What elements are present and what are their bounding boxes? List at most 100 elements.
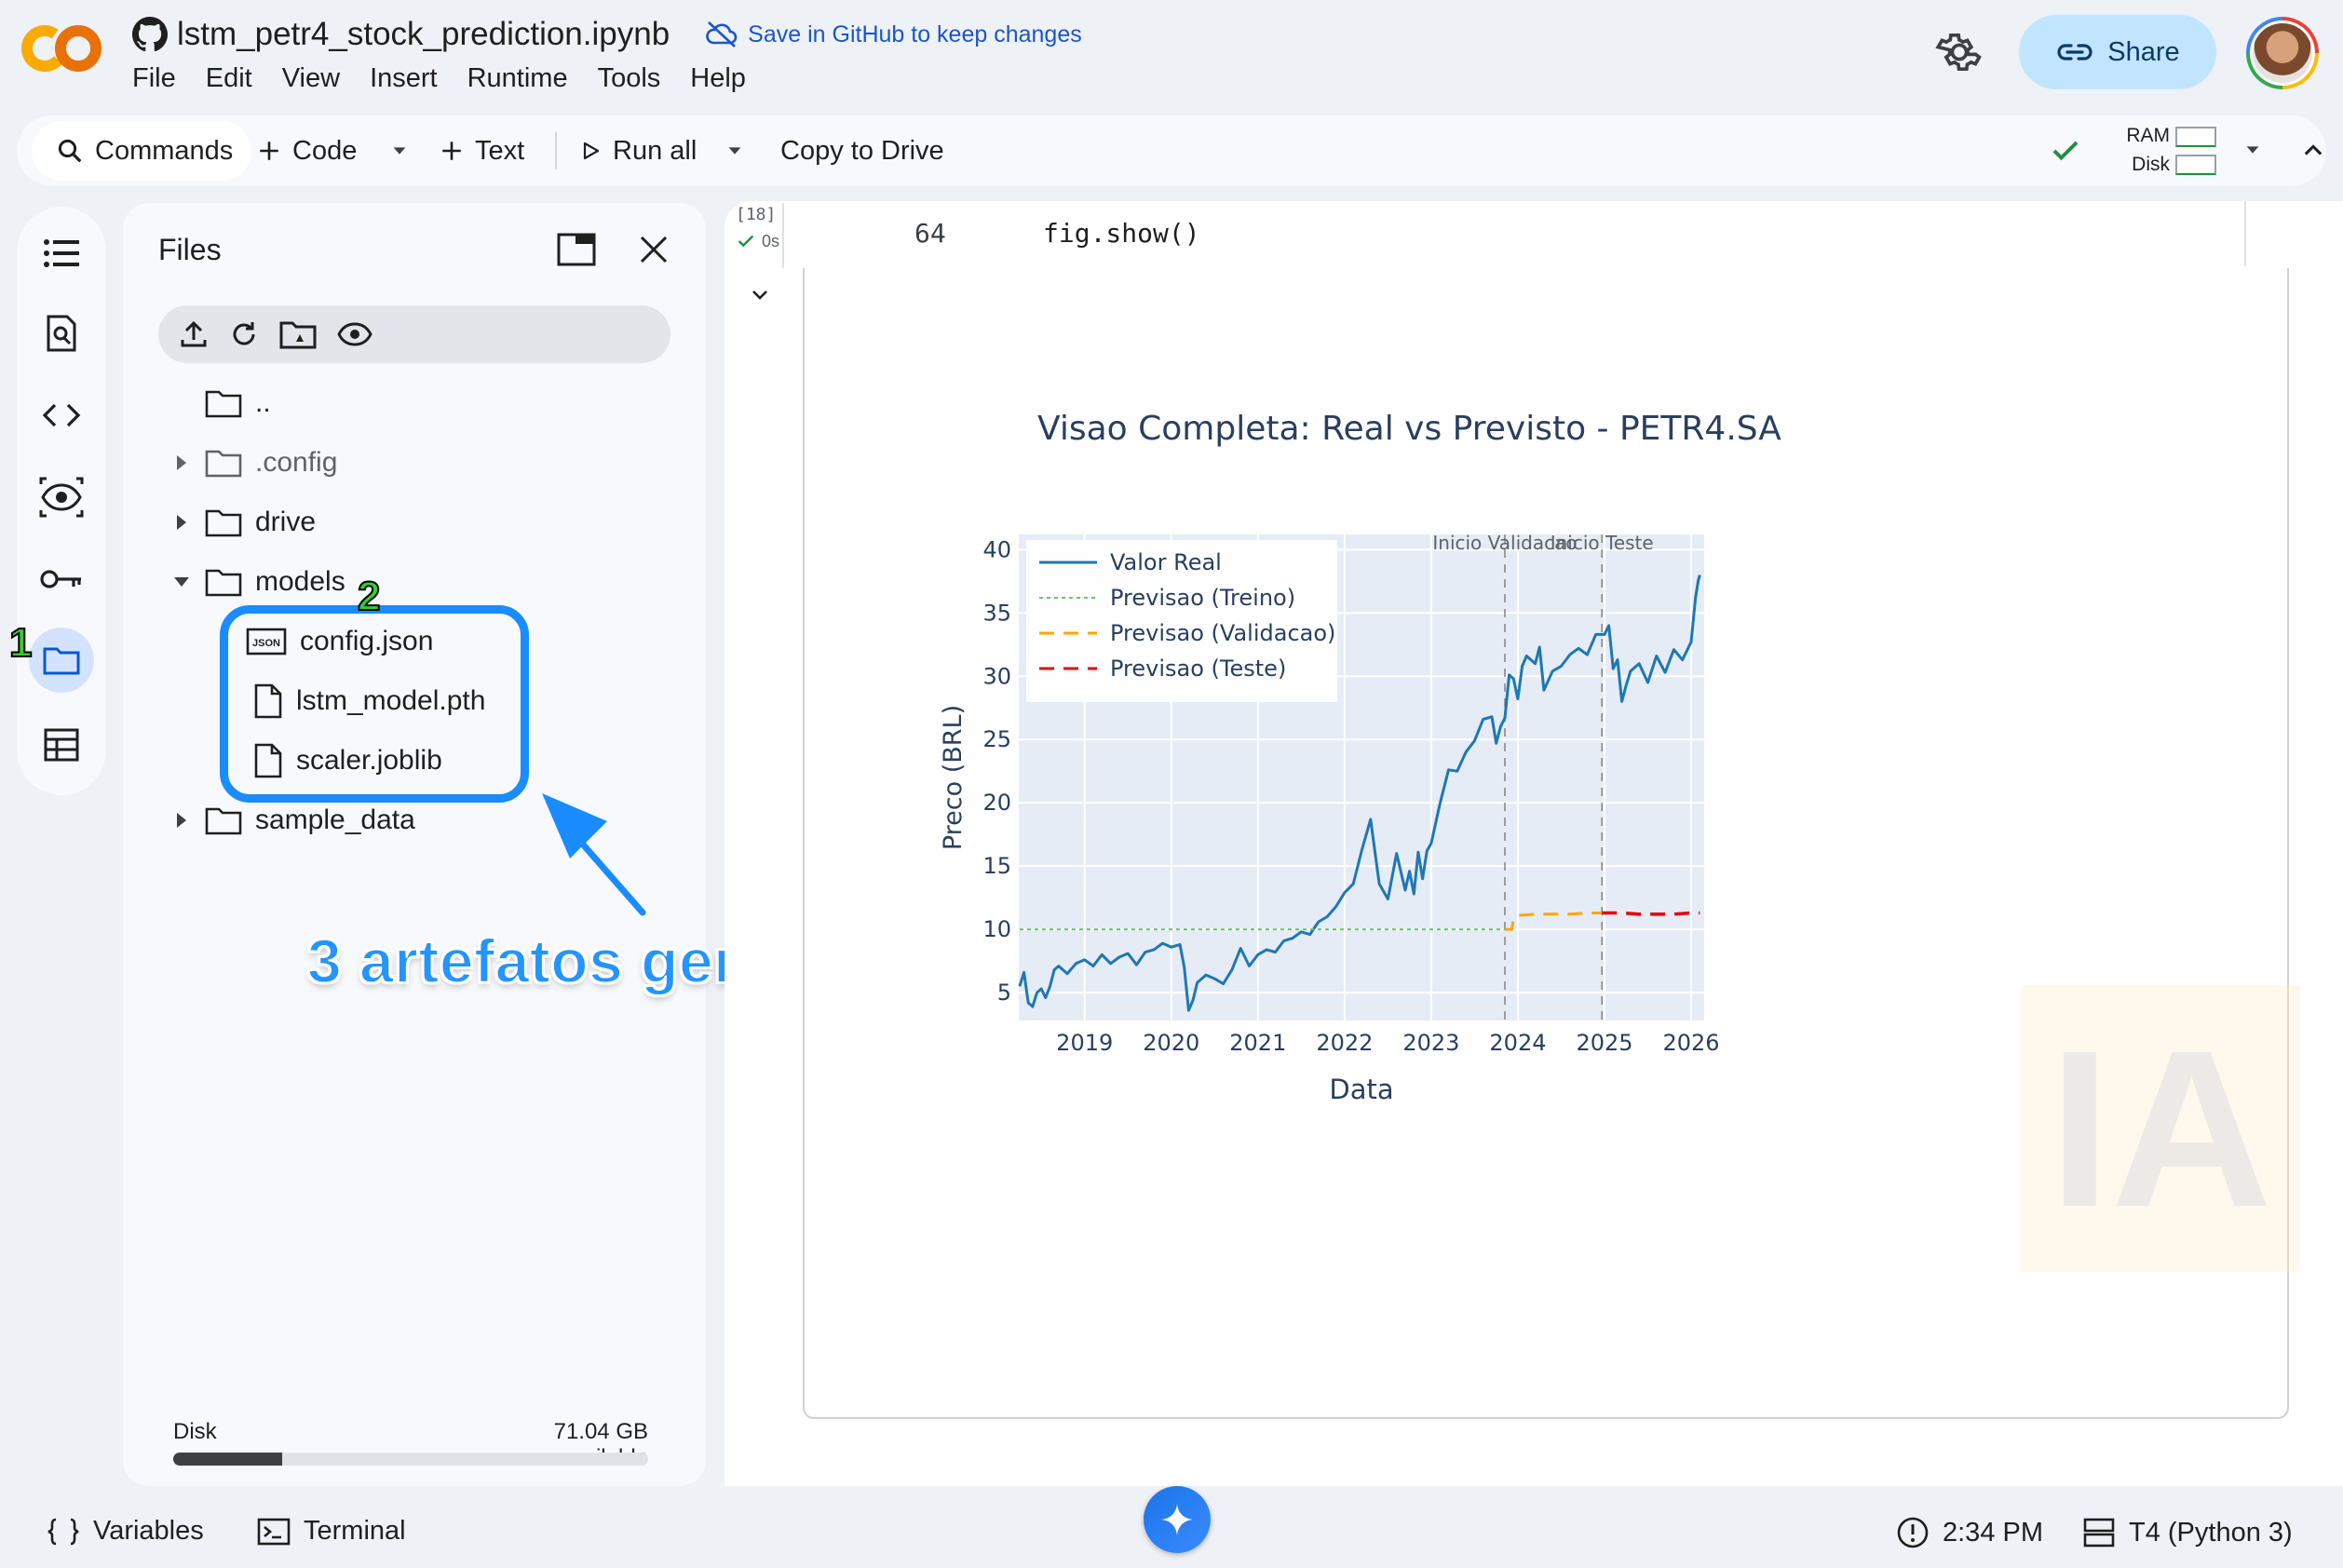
- caret-right-icon[interactable]: [168, 453, 196, 472]
- file-icon: [254, 683, 282, 719]
- tree-item-sample-data[interactable]: sample_data: [168, 797, 415, 844]
- tree-item-parent[interactable]: ..: [168, 380, 271, 426]
- find-in-page-icon: [47, 315, 76, 352]
- menu-runtime[interactable]: Runtime: [467, 63, 568, 93]
- open-in-tab-icon[interactable]: [557, 233, 596, 266]
- caret-down-icon[interactable]: [168, 574, 196, 589]
- variable-inspector-button[interactable]: [34, 469, 89, 525]
- folder-icon: [205, 450, 242, 478]
- annotation-arrow-icon: [542, 793, 646, 916]
- cell-run-status[interactable]: 0s: [736, 231, 779, 251]
- share-button[interactable]: Share: [2019, 15, 2216, 89]
- copy-to-drive-button[interactable]: Copy to Drive: [780, 121, 944, 181]
- code-snippets-button[interactable]: [34, 387, 89, 443]
- add-text-label: Text: [475, 135, 525, 166]
- folder-icon: [205, 509, 242, 537]
- caret-right-icon[interactable]: [168, 811, 196, 830]
- files-action-bar: [158, 305, 670, 363]
- editor-scrollbar[interactable]: [2244, 201, 2246, 266]
- x-tick-label: 2019: [1056, 1030, 1113, 1056]
- colab-logo[interactable]: [20, 22, 104, 74]
- chevron-down-icon[interactable]: [749, 283, 771, 305]
- ram-bar: [2175, 127, 2216, 147]
- ram-label: RAM: [2126, 125, 2170, 146]
- execution-time[interactable]: 2:34 PM: [1896, 1516, 2043, 1549]
- files-button[interactable]: [29, 628, 94, 693]
- legend-entry[interactable]: Previsao (Validacao): [1110, 620, 1335, 646]
- code-editor[interactable]: 64 fig.show(): [782, 203, 2073, 268]
- notebook-title[interactable]: lstm_petr4_stock_prediction.ipynb: [177, 16, 670, 52]
- menu-help[interactable]: Help: [690, 63, 746, 93]
- menu-tools[interactable]: Tools: [597, 63, 661, 93]
- tree-item-models-folder[interactable]: models: [168, 559, 345, 605]
- legend-entry[interactable]: Previsao (Treino): [1110, 585, 1295, 611]
- mount-drive-icon[interactable]: [279, 319, 317, 349]
- table-of-contents-button[interactable]: [34, 225, 89, 281]
- y-tick-label: 25: [982, 726, 1011, 752]
- find-replace-button[interactable]: [34, 305, 89, 361]
- folder-icon: [205, 807, 242, 835]
- terminal-icon: [257, 1518, 291, 1545]
- tree-item-lstm-model[interactable]: lstm_model.pth: [253, 678, 485, 724]
- table-icon: [44, 728, 79, 762]
- tree-item-drive-folder[interactable]: drive: [168, 499, 316, 546]
- save-in-github-link[interactable]: Save in GitHub to keep changes: [705, 20, 1082, 48]
- series-line-2: [1505, 912, 1603, 931]
- secrets-button[interactable]: [34, 551, 89, 607]
- menu-view[interactable]: View: [281, 63, 341, 93]
- check-icon: [738, 235, 754, 248]
- data-table-button[interactable]: [34, 717, 89, 773]
- play-icon: [583, 142, 600, 160]
- add-text-button[interactable]: Text: [440, 121, 524, 181]
- cell-execution-count: [18]: [736, 205, 777, 224]
- runtime-type[interactable]: T4 (Python 3): [2082, 1516, 2293, 1549]
- tree-item-label: models: [255, 566, 345, 597]
- add-code-dropdown[interactable]: [389, 121, 421, 181]
- github-icon: [132, 17, 168, 52]
- eye-icon[interactable]: [337, 321, 372, 347]
- copy-to-drive-label: Copy to Drive: [780, 135, 944, 166]
- caret-right-icon[interactable]: [168, 513, 196, 532]
- upload-icon[interactable]: [179, 319, 209, 349]
- code-text: fig.show(): [1043, 218, 1200, 249]
- y-tick-label: 30: [982, 663, 1011, 689]
- terminal-button[interactable]: Terminal: [257, 1516, 406, 1547]
- settings-button[interactable]: [1935, 28, 1984, 76]
- cell-duration: 0s: [762, 231, 780, 250]
- variables-button[interactable]: Variables: [47, 1516, 204, 1547]
- tree-item-config-json[interactable]: JSON config.json: [246, 618, 433, 665]
- commands-button[interactable]: Commands: [32, 121, 251, 181]
- run-all-label: Run all: [613, 135, 697, 166]
- resource-bars[interactable]: [2175, 127, 2216, 182]
- share-label: Share: [2107, 36, 2180, 67]
- tree-item-label: ..: [255, 387, 271, 418]
- menu-edit[interactable]: Edit: [205, 63, 252, 93]
- runtime-type-label: T4 (Python 3): [2129, 1517, 2293, 1548]
- resource-labels[interactable]: RAM Disk: [2103, 121, 2170, 179]
- avatar[interactable]: [2246, 17, 2319, 89]
- chart-legend[interactable]: Valor Real Previsao (Treino) Previsao (Val…: [1026, 540, 1337, 702]
- run-all-dropdown[interactable]: [725, 121, 756, 181]
- menu-insert[interactable]: Insert: [370, 63, 438, 93]
- legend-entry[interactable]: Valor Real: [1110, 549, 1222, 575]
- menu-file[interactable]: File: [132, 63, 176, 93]
- chart-series: [1018, 574, 1701, 1012]
- refresh-icon[interactable]: [229, 319, 259, 349]
- x-axis-label: Data: [1329, 1074, 1393, 1105]
- tree-item-scaler[interactable]: scaler.joblib: [253, 737, 442, 784]
- legend-entry[interactable]: Previsao (Teste): [1110, 656, 1286, 682]
- files-panel-title: Files: [158, 233, 222, 266]
- chevron-up-icon[interactable]: [2300, 138, 2326, 164]
- gear-icon: [1935, 33, 1982, 72]
- caret-down-icon[interactable]: [2242, 140, 2263, 160]
- gemini-button[interactable]: [1144, 1486, 1211, 1553]
- menu-bar: File Edit View Insert Runtime Tools Help: [132, 63, 776, 94]
- add-code-button[interactable]: Code: [257, 121, 357, 181]
- tree-item-label: drive: [255, 507, 317, 537]
- run-all-button[interactable]: Run all: [579, 121, 697, 181]
- caret-down-icon: [728, 147, 741, 155]
- check-icon: [2052, 141, 2079, 161]
- close-icon[interactable]: [639, 235, 669, 264]
- tree-item-config-folder[interactable]: .config: [168, 439, 337, 486]
